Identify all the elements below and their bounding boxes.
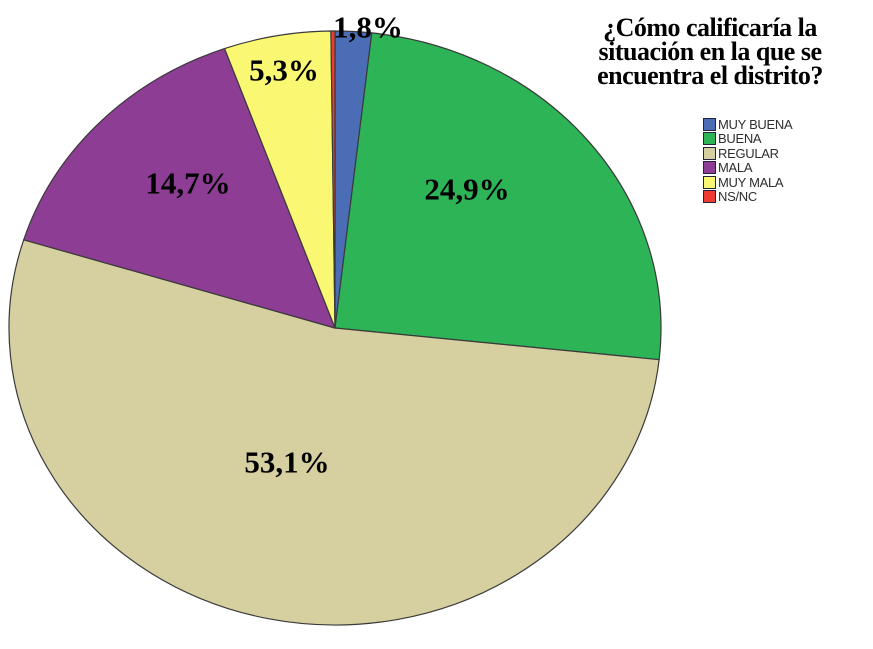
legend-swatch-regular <box>703 146 716 160</box>
legend-item-muy-mala: MUY MALA <box>703 175 792 190</box>
legend-label-buena: BUENA <box>718 131 762 147</box>
slice-label-regular: 53,1% <box>244 444 330 480</box>
legend-label-mala: MALA <box>718 160 753 176</box>
pie-slice-regular <box>8 239 660 626</box>
legend-item-mala: MALA <box>703 160 792 176</box>
legend-item-buena: BUENA <box>703 131 792 147</box>
legend-item-muy-buena: MUY BUENA <box>703 116 793 132</box>
slice-label-muy-mala: 5,3% <box>249 52 319 88</box>
legend: MUY BUENA BUENA REGULAR MALA MUY MALA NS/NC <box>703 116 793 205</box>
legend-item-regular: REGULAR <box>703 146 792 161</box>
legend-swatch-muy-mala <box>703 175 716 189</box>
legend-label-muy-buena: MUY BUENA <box>718 116 793 132</box>
chart-title-line: encuentra el distrito? <box>597 61 823 90</box>
slice-label-muy-buena: 1,8% <box>333 9 403 45</box>
chart-title-line: situación en la que se <box>598 37 822 66</box>
pie-slice-mala <box>23 47 336 329</box>
chart-title: ¿Cómo calificaría la situación en la que… <box>556 13 864 90</box>
legend-item-ns-nc: NS/NC <box>703 189 792 205</box>
legend-label-regular: REGULAR <box>718 145 779 161</box>
legend-swatch-ns-nc <box>703 190 716 204</box>
slice-label-buena: 24,9% <box>424 171 510 207</box>
legend-swatch-buena <box>703 132 716 146</box>
legend-swatch-muy-buena <box>703 117 716 131</box>
chart-title-line: ¿Cómo calificaría la <box>603 13 817 42</box>
slice-label-mala: 14,7% <box>145 165 231 201</box>
legend-label-muy-mala: MUY MALA <box>718 174 784 190</box>
pie-slice-ns-nc <box>330 30 336 329</box>
pie-slice-buena <box>334 32 662 361</box>
legend-label-ns-nc: NS/NC <box>718 189 757 205</box>
legend-swatch-mala <box>703 161 716 175</box>
